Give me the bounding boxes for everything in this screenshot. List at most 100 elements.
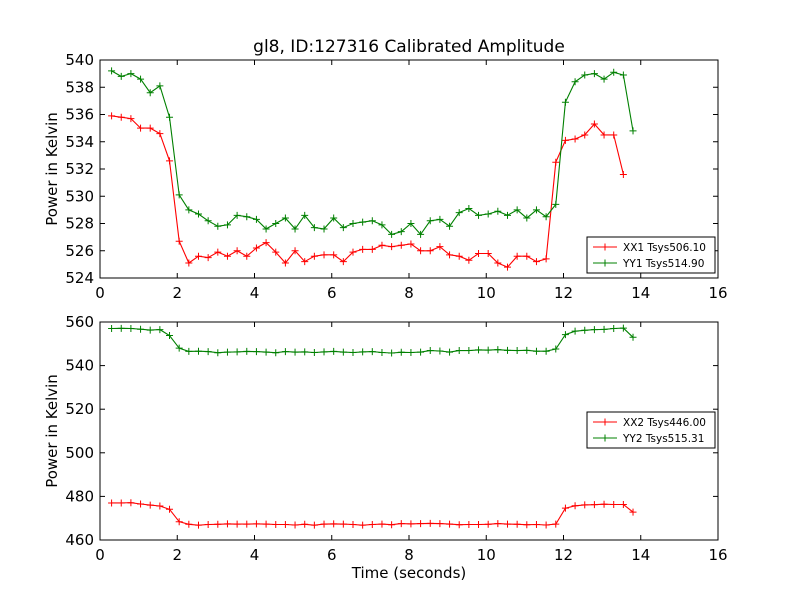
data-point-marker: [503, 520, 511, 528]
data-point-marker: [455, 252, 463, 260]
data-point-marker: [291, 247, 299, 255]
data-point-marker: [397, 228, 405, 236]
data-point-marker: [243, 252, 251, 260]
data-point-marker: [397, 241, 405, 249]
data-point-marker: [629, 508, 637, 516]
data-point-marker: [214, 248, 222, 256]
data-point-marker: [281, 214, 289, 222]
data-point-marker: [388, 521, 396, 529]
data-point-marker: [523, 214, 531, 222]
data-point-marker: [214, 520, 222, 528]
data-point-marker: [339, 348, 347, 356]
data-point-marker: [243, 520, 251, 528]
data-point-marker: [262, 225, 270, 233]
data-point-marker: [494, 207, 502, 215]
data-point-marker: [542, 521, 550, 529]
data-point-marker: [117, 499, 125, 507]
data-point-marker: [339, 520, 347, 528]
y-tick-label: 526: [65, 242, 94, 260]
data-point-marker: [262, 520, 270, 528]
x-tick-label: 0: [95, 546, 105, 564]
data-point-marker: [243, 347, 251, 355]
x-tick-label: 12: [554, 284, 573, 302]
data-point-marker: [552, 520, 560, 528]
data-point-marker: [117, 113, 125, 121]
data-point-marker: [368, 245, 376, 253]
data-point-marker: [194, 252, 202, 260]
data-point-marker: [127, 325, 135, 333]
bottom-panel: Power in Kelvin 0 2 4 6 8 10 12 14 16 460 480 500 520…: [43, 313, 728, 564]
data-point-marker: [561, 98, 569, 106]
data-point-marker: [233, 348, 241, 356]
data-point-marker: [417, 348, 425, 356]
data-point-marker: [223, 221, 231, 229]
data-point-marker: [465, 256, 473, 264]
data-point-marker: [552, 200, 560, 208]
data-point-marker: [166, 332, 174, 340]
legend-marker: [601, 243, 609, 251]
x-tick-label: 16: [708, 284, 727, 302]
data-point-marker: [629, 333, 637, 341]
data-point-marker: [146, 501, 154, 509]
data-point-marker: [610, 500, 618, 508]
data-point-marker: [185, 206, 193, 214]
data-point-marker: [619, 324, 627, 332]
data-point-marker: [388, 349, 396, 357]
data-point-marker: [600, 500, 608, 508]
data-point-marker: [503, 211, 511, 219]
legend-label: YY2 Tsys515.31: [622, 433, 704, 445]
data-point-marker: [156, 326, 164, 334]
data-point-marker: [532, 521, 540, 529]
data-point-marker: [407, 240, 415, 248]
data-point-marker: [156, 130, 164, 138]
data-point-marker: [475, 249, 483, 257]
data-point-marker: [446, 520, 454, 528]
data-point-marker: [494, 346, 502, 354]
data-point-marker: [166, 505, 174, 513]
data-point-marker: [291, 521, 299, 529]
x-axis-label: Time (seconds): [351, 564, 467, 582]
data-point-marker: [552, 158, 560, 166]
x-tick-label: 14: [631, 284, 650, 302]
data-point-marker: [590, 326, 598, 334]
data-point-marker: [252, 520, 260, 528]
data-point-marker: [175, 518, 183, 526]
data-point-marker: [619, 500, 627, 508]
data-point-marker: [281, 259, 289, 267]
data-point-marker: [146, 124, 154, 132]
data-point-marker: [330, 520, 338, 528]
data-point-marker: [581, 71, 589, 79]
data-point-marker: [146, 326, 154, 334]
data-point-marker: [407, 520, 415, 528]
data-point-marker: [503, 346, 511, 354]
data-point-marker: [523, 346, 531, 354]
data-point-marker: [465, 521, 473, 529]
y-tick-label: 534: [65, 133, 94, 151]
data-point-marker: [397, 348, 405, 356]
data-point-marker: [610, 131, 618, 139]
data-point-marker: [590, 501, 598, 509]
data-point-marker: [223, 252, 231, 260]
data-point-marker: [571, 327, 579, 335]
data-point-marker: [513, 252, 521, 260]
data-point-marker: [532, 258, 540, 266]
data-point-marker: [484, 210, 492, 218]
x-tick-label: 12: [554, 546, 573, 564]
y-tick-label: 528: [65, 215, 94, 233]
data-point-marker: [310, 252, 318, 260]
data-point-marker: [397, 520, 405, 528]
y-tick-label: 520: [65, 400, 94, 418]
y-axis-label: Power in Kelvin: [43, 112, 61, 226]
data-point-marker: [194, 347, 202, 355]
data-point-marker: [204, 254, 212, 262]
data-point-marker: [494, 520, 502, 528]
data-point-marker: [166, 157, 174, 165]
data-point-marker: [503, 263, 511, 271]
data-point-marker: [310, 521, 318, 529]
data-point-marker: [610, 68, 618, 76]
legend-box: [586, 236, 716, 274]
data-point-marker: [455, 209, 463, 217]
plot-frame: [99, 321, 719, 541]
data-point-marker: [252, 244, 260, 252]
y-axis-label: Power in Kelvin: [43, 374, 61, 488]
